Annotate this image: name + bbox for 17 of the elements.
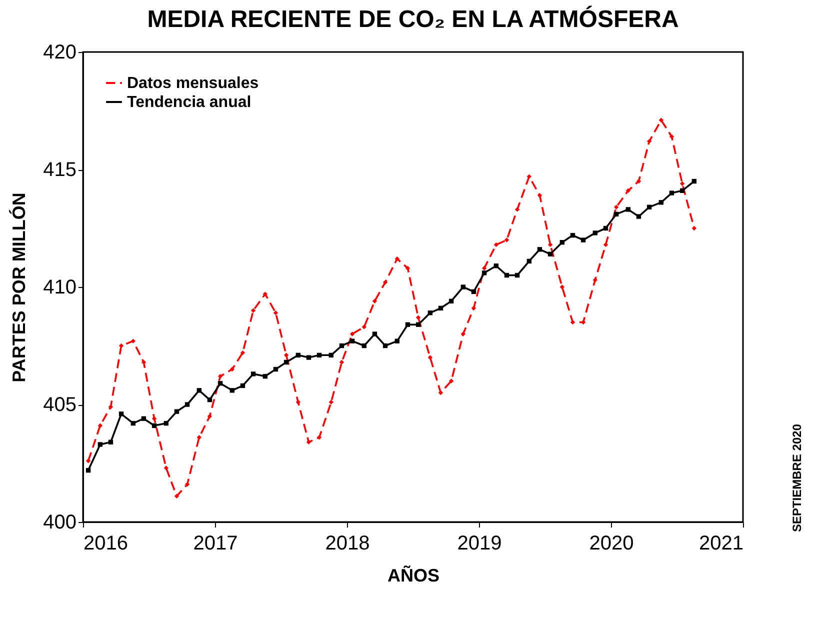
- x-tick-label: 2021: [699, 532, 744, 554]
- y-tick-label: 420: [43, 42, 76, 64]
- x-tick-label: 2019: [457, 532, 502, 554]
- x-tick-label: 2018: [325, 532, 370, 554]
- y-tick-label: 410: [43, 276, 76, 298]
- legend-label: Datos mensuales: [127, 75, 259, 92]
- x-tick-label: 2020: [589, 532, 634, 554]
- x-axis-title: AÑOS: [387, 564, 440, 586]
- y-tick-label: 400: [43, 512, 76, 534]
- y-tick-label: 405: [43, 394, 76, 416]
- y-tick-label: 415: [43, 159, 76, 181]
- chart-title: MEDIA RECIENTE DE CO₂ EN LA ATMÓSFERA: [147, 5, 679, 33]
- x-tick-label: 2017: [193, 532, 238, 554]
- legend-label: Tendencia anual: [127, 94, 252, 111]
- x-tick-label: 2016: [84, 532, 128, 554]
- y-axis-title: PARTES POR MILLÓN: [9, 192, 30, 382]
- text: SEPTIEMBRE 2020: [790, 424, 804, 532]
